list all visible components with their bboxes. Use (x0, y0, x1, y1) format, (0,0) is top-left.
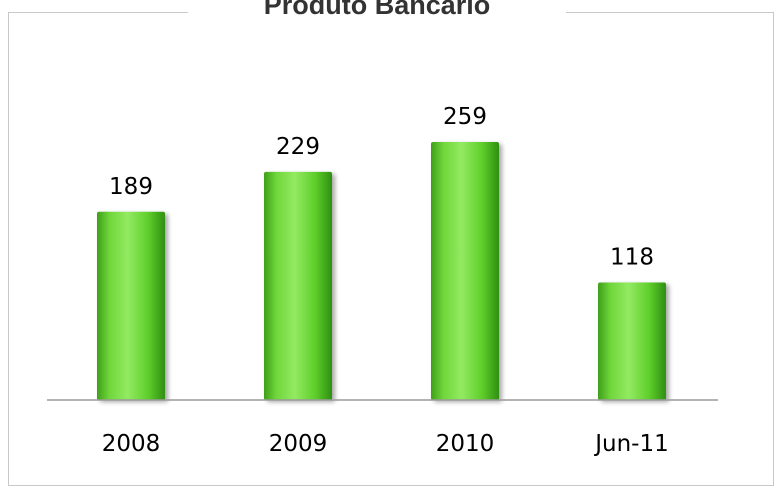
value-labels-group: 189 229 259 118 (109, 104, 654, 270)
bars-group (97, 142, 666, 400)
chart-title: Produto Bancário (263, 0, 491, 20)
tick-label-2008: 2008 (102, 431, 161, 457)
bar-2008 (97, 211, 165, 400)
bar-2009 (264, 171, 332, 400)
value-label-2010: 259 (443, 104, 487, 130)
chart-frame-top-right (566, 12, 774, 13)
value-label-jun-11: 118 (610, 244, 654, 270)
chart-frame-top-left (8, 12, 188, 13)
tick-label-2010: 2010 (436, 431, 495, 457)
value-label-2008: 189 (109, 174, 153, 200)
chart-frame (8, 12, 774, 486)
tick-label-2009: 2009 (269, 431, 328, 457)
bar-jun-11 (598, 282, 666, 400)
value-label-2009: 229 (276, 134, 320, 160)
bar-2010 (431, 142, 499, 400)
tick-labels-group: 2008 2009 2010 Jun-11 (102, 431, 669, 457)
tick-label-jun-11: Jun-11 (593, 431, 669, 457)
